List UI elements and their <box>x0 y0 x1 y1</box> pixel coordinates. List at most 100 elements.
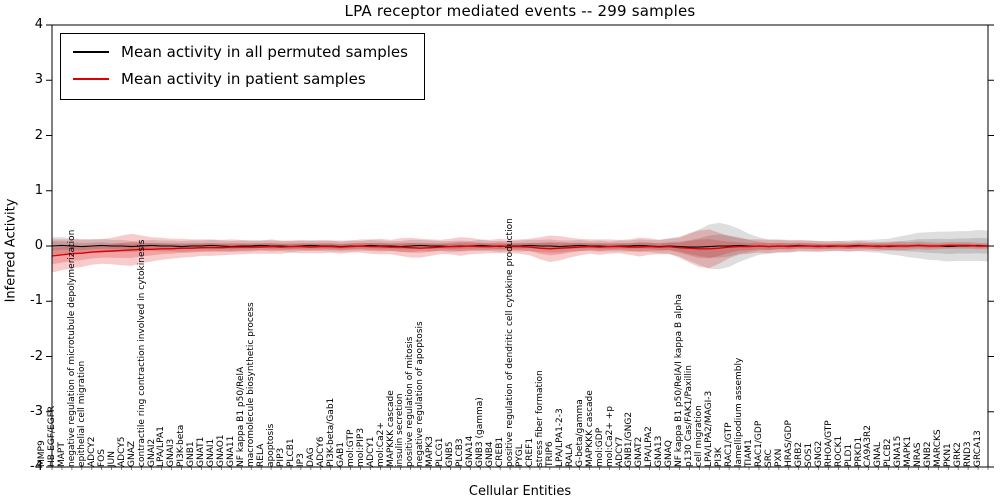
x-tick-label: mol:Ca2+ <box>375 422 386 467</box>
x-tick-label: TRIP6 <box>544 441 555 467</box>
y-tick-label: 4 <box>34 17 43 32</box>
x-tick-label: G-beta/gamma <box>574 399 585 467</box>
x-tick-label: RAC1/GTP <box>724 422 735 467</box>
x-tick-label: GNG2 <box>813 440 824 467</box>
x-tick-label: GNAO1 <box>216 434 227 467</box>
legend-entry-patient: Mean activity in patient samples <box>73 70 408 88</box>
x-tick-label: MMP9 <box>37 440 47 467</box>
x-tick-label: GNAI1 <box>206 438 217 467</box>
x-tick-label: CA9A3R2 <box>863 424 874 467</box>
x-tick-label: PLCB3 <box>455 438 466 467</box>
legend-label-patient: Mean activity in patient samples <box>121 70 366 88</box>
y-tick-label: 0 <box>34 238 43 253</box>
x-tick-label: RELA <box>256 443 267 467</box>
x-tick-label: GNB5 <box>445 441 456 467</box>
patient-band <box>52 229 988 273</box>
x-tick-label: PLCB1 <box>285 438 296 467</box>
x-tick-label: PI3K <box>714 447 725 467</box>
x-tick-label: LPA/LPA2 <box>644 426 655 467</box>
x-tick-label: RND3 <box>963 441 974 467</box>
x-tick-label: HB-EGF/EGFR <box>46 405 57 467</box>
x-tick-label: PI3K-beta <box>176 424 187 467</box>
x-tick-label: GNB3 (gamma) <box>475 397 486 467</box>
x-tick-label: CREB1 <box>495 436 506 467</box>
x-tick-label: NF kappa B1 p50/RelA/I kappa B alpha <box>674 293 685 467</box>
x-tick-label: negative regulation of microtubule depol… <box>66 229 77 467</box>
x-tick-label: ADCY1 <box>365 436 376 467</box>
x-tick-label: ADCY2 <box>86 436 97 467</box>
y-tick-label: 1 <box>34 182 43 198</box>
x-tick-label: LPA/LPA2/MAGI-3 <box>704 390 715 467</box>
x-tick-label: GNB1 <box>186 441 197 467</box>
permuted-line-sample-icon <box>73 51 109 53</box>
x-tick-label: PYGL <box>514 444 525 467</box>
x-tick-label: IP3 <box>295 453 306 467</box>
x-tick-label: PLCG1 <box>435 437 446 467</box>
x-tick-label: p130 Cas/FAK1/Paxillin <box>684 364 695 467</box>
x-tick-label: PIP3 <box>275 447 286 467</box>
x-tick-label: FOS <box>96 449 107 467</box>
x-tick-label: mol:PIP3 <box>355 427 366 467</box>
x-tick-label: GNB4 <box>485 441 496 467</box>
x-tick-label: GRK2 <box>953 442 964 467</box>
x-tick-label: MAPK3 <box>425 436 436 467</box>
y-tick-label: 2 <box>34 127 43 143</box>
x-tick-label: MAPT <box>56 442 67 467</box>
y-tick-label: -1 <box>30 293 43 309</box>
x-tick-label: SRC <box>763 449 774 467</box>
x-tick-label: GNA13 <box>654 435 665 467</box>
x-tick-label: mol:Ca2+ +p <box>604 406 615 467</box>
x-tick-label: GNAT2 <box>634 436 645 467</box>
x-tick-label: GNAL <box>873 442 884 467</box>
x-tick-label: GNAQ <box>664 440 675 467</box>
x-tick-label: ADCY6 <box>315 436 326 467</box>
x-tick-label: MAPKKK cascade <box>584 390 595 467</box>
x-tick-label: insulin secretion <box>395 393 406 467</box>
x-tick-label: ADCY5 <box>116 436 127 467</box>
x-tick-label: LPA/LPA1 <box>156 426 167 467</box>
y-tick-label: -2 <box>30 348 43 364</box>
x-tick-label: RALA <box>564 443 575 467</box>
x-tick-label: epithelial cell migration <box>76 360 87 467</box>
x-tick-label: lamellipodium assembly <box>734 357 745 467</box>
x-tick-label: GNB2 <box>923 441 934 467</box>
x-tick-label: GNA15 <box>893 435 904 467</box>
x-tick-label: CREF1 <box>524 437 535 467</box>
y-tick-label: -3 <box>30 403 43 419</box>
legend: Mean activity in all permuted samples Me… <box>60 33 425 100</box>
x-tick-label: apoptosis <box>266 423 277 467</box>
x-tick-label: MAPK1 <box>903 436 914 467</box>
x-tick-label: stress fiber formation <box>534 370 545 467</box>
x-tick-label: GNA11 <box>226 435 237 467</box>
x-tick-label: NRAS <box>913 442 924 468</box>
x-tick-label: SOS1 <box>803 442 814 467</box>
legend-label-permuted: Mean activity in all permuted samples <box>121 43 408 61</box>
x-tick-label: PLCB2 <box>883 438 894 467</box>
x-tick-label: NF kappa B1 p50/RelA <box>236 366 247 467</box>
patient-band-core <box>52 239 988 265</box>
x-tick-label: GRB2 <box>793 441 804 467</box>
x-tick-label: macromolecule biosynthetic process <box>246 302 257 467</box>
legend-entry-permuted: Mean activity in all permuted samples <box>73 43 408 61</box>
x-tick-label: MAPKKK cascade <box>385 390 396 467</box>
x-tick-label: MARCKS <box>933 429 944 467</box>
x-tick-label: GNAZ <box>126 440 137 467</box>
x-tick-label: cell migration <box>694 405 705 467</box>
x-tick-label: GNAT1 <box>196 436 207 467</box>
x-tick-label: negative regulation of apoptosis <box>415 321 426 467</box>
x-tick-label: ROCK1 <box>833 435 844 467</box>
x-tick-label: GNAI3 <box>166 438 177 467</box>
x-tick-label: LPA/LPA1-2-3 <box>554 408 565 467</box>
x-tick-label: JUN <box>106 451 117 467</box>
x-tick-label: DAG <box>305 447 316 467</box>
x-tick-label: PRKD1 <box>853 436 864 467</box>
x-tick-label: GNA14 <box>465 435 476 467</box>
x-axis-label: Cellular Entities <box>468 484 572 499</box>
x-tick-label: PXN <box>773 448 784 467</box>
x-tick-label: mol:GDP <box>594 427 605 467</box>
x-tick-label: GNB1/GNG2 <box>624 411 635 467</box>
chart-title: LPA receptor mediated events -- 299 samp… <box>344 2 696 20</box>
patient-line-sample-icon <box>73 78 109 80</box>
x-tick-label: PI3K-beta/Gab1 <box>325 397 336 467</box>
